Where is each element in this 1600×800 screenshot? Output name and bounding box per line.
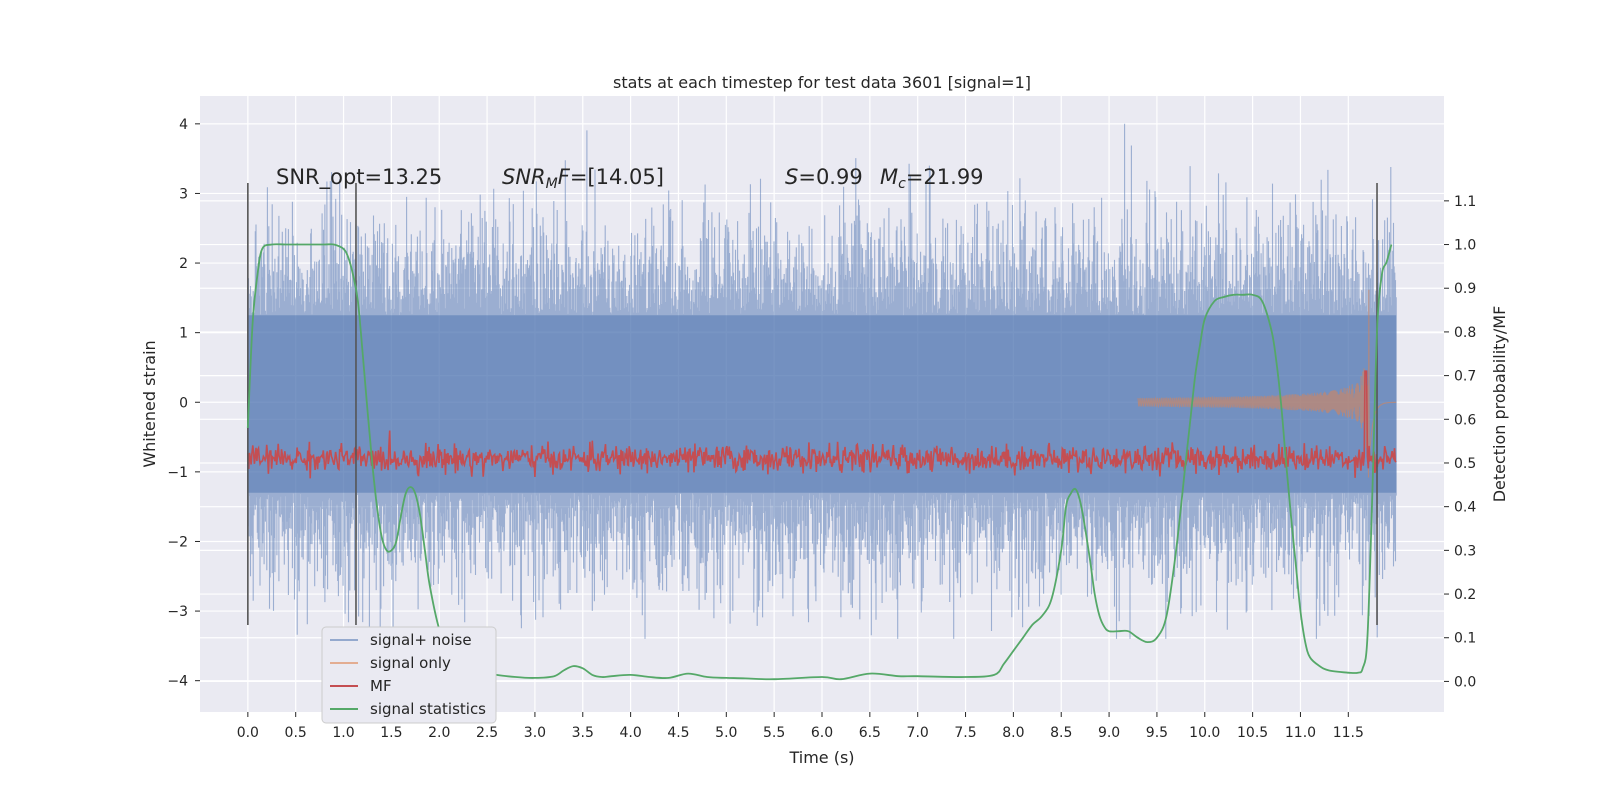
y-left-axis-label: Whitened strain [140, 340, 159, 467]
x-tick-label: 2.0 [428, 725, 450, 741]
legend-label-mf: MF [370, 677, 392, 695]
y-right-tick-label: 0.2 [1454, 587, 1476, 603]
x-axis-ticks: 0.0 0.5 1.0 1.5 2.0 2.5 3.0 3.5 4.0 4.5 5.0 5.5 6.0 6… [237, 712, 1364, 741]
mc-subscript: c [898, 176, 906, 192]
legend-label-signal-plus-noise: signal+ noise [370, 631, 472, 649]
snr-opt-annotation: SNR_opt=13.25 [276, 165, 442, 190]
snr-mf-value: =[14.05] [570, 165, 664, 189]
chirp-trace [1137, 289, 1397, 478]
y-left-tick-label: 2 [179, 256, 188, 272]
x-tick-label: 5.0 [715, 725, 737, 741]
y-left-tick-label: 3 [179, 186, 188, 202]
x-tick-label: 11.5 [1333, 725, 1364, 741]
snr-mf-annotation: SNRMF=[14.05] [502, 165, 664, 192]
x-tick-label: 1.5 [380, 725, 402, 741]
series-mf [247, 370, 1397, 479]
y-right-tick-label: 0.3 [1454, 543, 1476, 559]
series-signal-only [1137, 289, 1397, 478]
mc-annotation: Mc=21.99 [880, 165, 984, 192]
y-left-tick-label: −3 [167, 604, 188, 620]
y-right-tick-label: 0.5 [1454, 456, 1476, 472]
s-value: =0.99 [798, 165, 862, 189]
y-right-tick-label: 0.8 [1454, 325, 1476, 341]
s-symbol: S [785, 165, 798, 189]
y-right-tick-label: 1.0 [1454, 238, 1476, 254]
x-tick-label: 9.0 [1098, 725, 1120, 741]
series-signal-statistics [246, 243, 1393, 681]
x-tick-label: 1.0 [332, 725, 354, 741]
y-right-tick-label: 0.6 [1454, 412, 1476, 428]
x-tick-label: 8.0 [1002, 725, 1024, 741]
x-axis-label: Time (s) [788, 748, 854, 767]
x-tick-label: 0.5 [285, 725, 307, 741]
snr-mf-symbol-2: F [558, 165, 571, 189]
x-tick-label: 2.5 [476, 725, 498, 741]
y-left-tick-label: −1 [167, 465, 188, 481]
y-right-tick-label: 1.1 [1454, 194, 1476, 210]
mc-value: =21.99 [906, 165, 984, 189]
x-tick-label: 10.0 [1189, 725, 1220, 741]
y-left-tick-label: 0 [179, 395, 188, 411]
y-right-axis-ticks: 1.1 1.0 0.9 0.8 0.7 0.6 0.5 0.4 0.3 0.2 0.1 0.0 [1444, 194, 1476, 690]
mf-trace [247, 370, 1397, 479]
y-right-tick-label: 0.1 [1454, 631, 1476, 647]
x-tick-label: 7.5 [954, 725, 976, 741]
x-tick-label: 3.5 [572, 725, 594, 741]
x-tick-label: 9.5 [1146, 725, 1168, 741]
x-tick-label: 8.5 [1050, 725, 1072, 741]
y-right-axis-label: Detection probability/MF [1490, 306, 1509, 503]
y-left-tick-label: 4 [179, 117, 188, 133]
x-tick-label: 3.0 [524, 725, 546, 741]
y-right-tick-label: 0.7 [1454, 369, 1476, 385]
chart-title: stats at each timestep for test data 360… [613, 73, 1031, 92]
legend-label-signal-statistics: signal statistics [370, 700, 486, 718]
vertical-markers [247, 183, 1378, 625]
y-left-tick-label: −2 [167, 534, 188, 550]
y-left-axis-ticks: 4 3 2 1 0 −1 −2 −3 −4 [167, 117, 200, 690]
x-tick-label: 0.0 [237, 725, 259, 741]
snr-mf-subscript: M [546, 176, 558, 192]
y-left-tick-label: −4 [167, 674, 188, 690]
x-tick-label: 4.5 [667, 725, 689, 741]
x-tick-label: 7.0 [907, 725, 929, 741]
y-right-tick-label: 0.9 [1454, 281, 1476, 297]
x-tick-label: 5.5 [763, 725, 785, 741]
x-tick-label: 6.0 [811, 725, 833, 741]
signal-statistics-trace [246, 243, 1393, 681]
x-tick-label: 10.5 [1237, 725, 1268, 741]
y-right-tick-label: 0.0 [1454, 674, 1476, 690]
legend-label-signal-only: signal only [370, 654, 451, 672]
legend: signal+ noise signal only MF signal stat… [321, 626, 497, 724]
snr-mf-symbol: SNR [502, 165, 546, 189]
y-right-tick-label: 0.4 [1454, 500, 1476, 516]
x-tick-label: 4.0 [619, 725, 641, 741]
y-left-tick-label: 1 [179, 326, 188, 342]
x-tick-label: 11.0 [1285, 725, 1316, 741]
legend-box [321, 626, 497, 724]
s-annotation: S=0.99 [785, 165, 863, 189]
x-tick-label: 6.5 [859, 725, 881, 741]
mc-symbol: M [880, 165, 898, 189]
